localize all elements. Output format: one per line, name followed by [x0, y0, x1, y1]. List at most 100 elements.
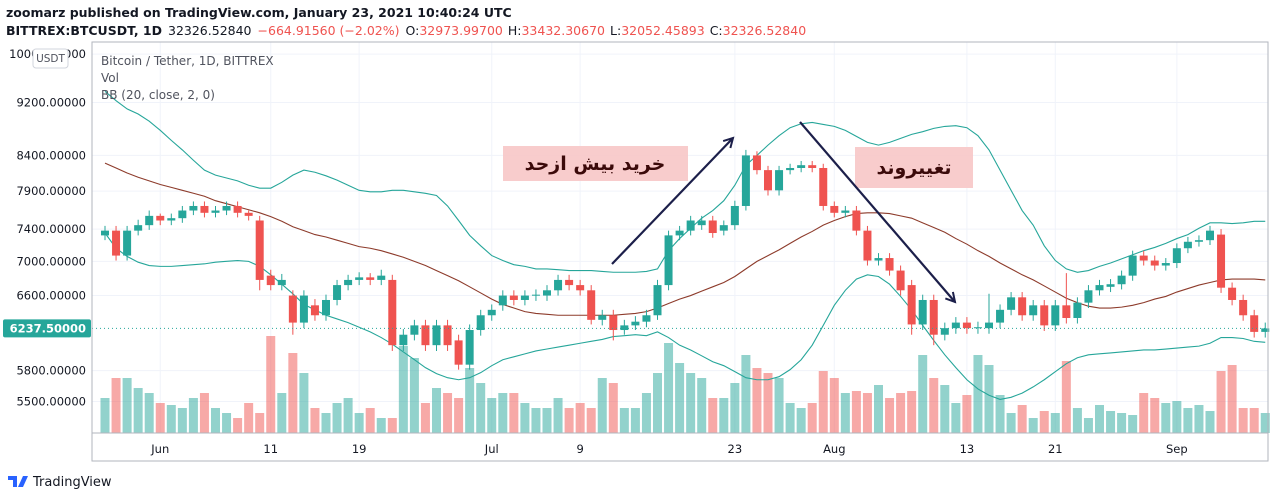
candle-body — [543, 290, 551, 296]
volume-bar — [310, 408, 320, 433]
volume-bar — [1072, 408, 1082, 433]
volume-bar — [896, 393, 906, 433]
volume-bar — [111, 378, 121, 433]
legend: Bitcoin / Tether, 1D, BITTREX Vol BB (20… — [101, 54, 274, 102]
volume-bar — [1061, 361, 1071, 433]
ohlc-value: 32973.99700 — [419, 23, 503, 38]
candle-body — [675, 230, 684, 236]
annotation-box — [855, 147, 973, 188]
volume-bar — [487, 398, 497, 433]
volume-bar — [255, 413, 265, 433]
y-tick-label: 8400.00000 — [16, 148, 86, 162]
volume-bar — [1083, 418, 1093, 433]
last-price-label: 6237.50000 — [10, 321, 86, 335]
volume-bar — [1183, 408, 1193, 433]
volume-bar — [940, 385, 950, 433]
volume-bar — [741, 355, 751, 433]
candle-body — [653, 285, 662, 316]
volume-bar — [387, 418, 397, 433]
candle-body — [1228, 287, 1237, 300]
candle-body — [200, 205, 209, 213]
annotation-text: تغییروند — [876, 157, 951, 179]
candle-body — [830, 205, 839, 213]
change: −664.91560 (−2.02%) — [258, 23, 400, 38]
volume-bar — [166, 405, 176, 433]
x-tick-label: 11 — [263, 442, 278, 456]
volume-bar — [531, 408, 541, 433]
candle-body — [819, 167, 828, 206]
volume-bar — [675, 363, 685, 433]
candle-body — [399, 334, 408, 346]
volume-bar — [653, 373, 662, 433]
volume-bar — [332, 403, 342, 433]
volume-bar — [630, 408, 640, 433]
annotation-box — [503, 146, 688, 181]
candle-body — [1128, 255, 1137, 276]
candle-body — [1084, 290, 1093, 303]
candle-body — [576, 285, 585, 291]
candle-body — [333, 285, 342, 300]
volume-bar — [376, 418, 386, 433]
volume-bar — [1139, 393, 1149, 433]
candle-body — [1183, 241, 1192, 249]
volume-bar — [719, 398, 729, 433]
volume-bar — [409, 358, 419, 433]
candle-body — [211, 210, 220, 213]
volume-bar — [575, 403, 585, 433]
candle-body — [277, 279, 286, 286]
ohlc-label: L: — [610, 23, 621, 38]
header: zoomarz published on TradingView.com, Ja… — [6, 5, 806, 38]
candle-body — [344, 279, 353, 286]
candle-body — [1018, 297, 1027, 316]
volume-bar — [1150, 398, 1160, 433]
volume-bar — [100, 398, 110, 433]
volume-bar — [288, 353, 298, 433]
candle-body — [1040, 305, 1049, 326]
volume-bar — [1039, 411, 1049, 433]
volume-bar — [122, 378, 132, 433]
candle-body — [255, 220, 264, 280]
y-tick-label: 9200.00000 — [16, 96, 86, 110]
candle-body — [752, 155, 761, 171]
currency-label: USDT — [36, 53, 65, 65]
candle-body — [487, 309, 496, 316]
y-tick-label: 7000.00000 — [16, 254, 86, 268]
volume-bar — [211, 408, 220, 433]
volume-bar — [918, 355, 928, 433]
candle-body — [664, 235, 673, 286]
volume-bar — [299, 373, 309, 433]
volume-bar — [1006, 413, 1016, 433]
candle-body — [841, 210, 850, 213]
plot-frame — [91, 41, 1269, 462]
x-tick-label: 13 — [960, 442, 975, 456]
volume-bar — [951, 403, 961, 433]
brand-logo — [8, 476, 28, 487]
candle-body — [1161, 263, 1170, 266]
x-tick-label: Sep — [1166, 442, 1188, 456]
candle-body — [764, 170, 772, 191]
volume-bar — [1216, 371, 1226, 433]
candle-body — [355, 277, 364, 280]
volume-bar — [862, 393, 872, 433]
candle-body — [1029, 305, 1038, 316]
candle-body — [1139, 255, 1148, 261]
candle-body — [410, 325, 419, 335]
candle-body — [322, 299, 330, 316]
candle-body — [167, 218, 176, 221]
volume-bar — [608, 383, 618, 433]
volume-bar — [697, 378, 707, 433]
volume-bar — [553, 398, 563, 433]
volume-bar — [564, 408, 574, 433]
candle-body — [620, 325, 629, 331]
candle-body — [123, 230, 132, 256]
candle-body — [642, 315, 651, 322]
candle-body — [741, 155, 750, 206]
candle-body — [189, 205, 198, 211]
y-tick-label: 5800.00000 — [16, 364, 86, 378]
volume-bar — [774, 378, 784, 433]
volume-bar — [222, 413, 232, 433]
bollinger-middle — [104, 162, 1266, 316]
volume-bar — [1227, 365, 1237, 433]
volume-bar — [686, 373, 696, 433]
